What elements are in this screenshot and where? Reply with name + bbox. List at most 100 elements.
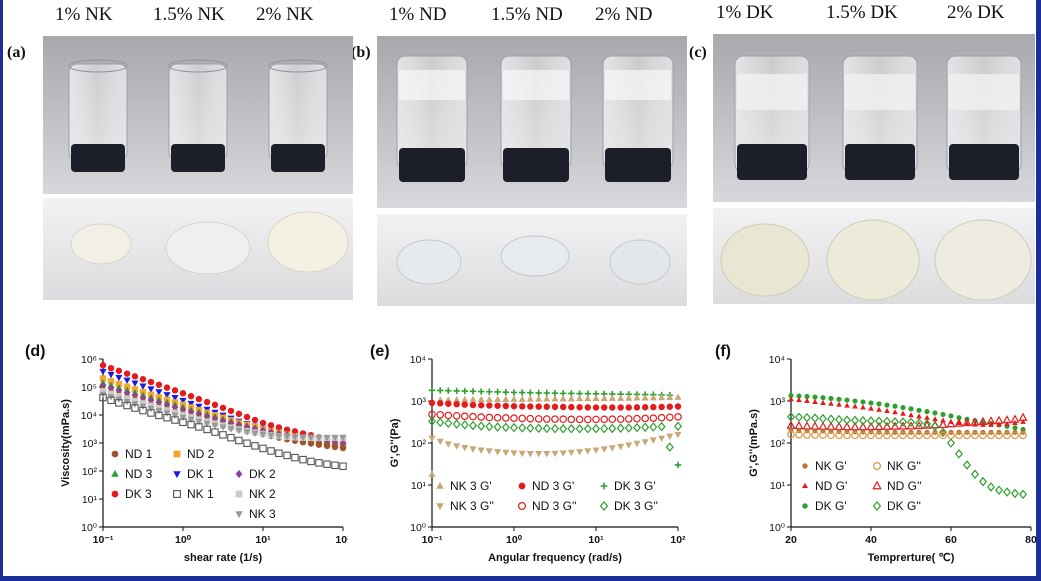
photo-panel-c [713,34,1035,304]
photo-panel-b [377,36,687,306]
legend-item: DK 3 G' [600,479,656,493]
data-point [323,435,331,442]
data-point [315,441,323,448]
data-point [299,434,307,442]
legend-label: NK 3 G'' [450,499,494,513]
data-point [526,423,535,433]
data-point [804,397,810,404]
data-point [123,377,131,385]
data-point [195,418,203,426]
data-point [243,422,251,431]
data-point [469,412,477,421]
panel-label-b: (b) [351,44,371,61]
data-point [617,404,624,411]
data-point [211,422,219,430]
data-point [171,394,179,402]
data-point [875,431,883,440]
legend-item: NK 3 [235,507,276,521]
data-point [543,451,551,458]
data-point [243,439,251,447]
data-point [908,406,914,412]
x-axis-label: Angular frequency (rad/s) [488,552,622,564]
data-point [461,395,469,403]
data-point [962,417,972,427]
data-point [452,419,461,429]
data-point [963,431,971,440]
y-axis-label: G',G''(mPa.s) [748,409,760,477]
data-point [907,417,915,428]
legend-marker [173,490,181,498]
data-point [884,402,890,408]
data-point [979,476,987,487]
data-point [99,393,107,402]
data-point [235,436,243,445]
column-label: 2% ND [595,4,653,25]
data-point [131,404,139,412]
y-tick-label: 10⁴ [81,410,97,422]
legend-label: DK G'' [887,499,921,513]
data-point [924,414,930,420]
data-point [882,421,892,430]
data-point [794,420,804,430]
data-point [568,403,575,411]
data-point [163,407,171,414]
data-point [995,431,1003,440]
data-point [519,403,526,410]
data-point [259,444,267,453]
data-point [559,394,567,402]
data-point [812,394,818,400]
data-point [916,413,922,419]
data-point [131,397,139,405]
data-point [820,399,826,405]
data-point [147,405,155,413]
data-point [155,381,163,388]
data-point [923,431,931,440]
data-point [559,403,567,411]
data-point [592,415,600,424]
data-point [163,384,171,391]
data-point [674,393,682,400]
data-point [267,447,275,455]
legend-item: ND 2 [173,447,215,461]
data-point [453,400,460,408]
data-point [323,460,331,468]
data-point [576,449,584,456]
column-label: 1.5% ND [491,4,563,25]
data-point [115,392,123,400]
legend-marker [599,500,609,512]
legend-item: DK 3 G'' [599,499,658,513]
data-point [179,397,187,405]
data-point [625,442,633,449]
column-label: 1.5% DK [826,2,898,23]
gel-sample-2 [826,219,920,301]
column-label: 1% ND [389,4,447,25]
data-point [835,414,843,425]
data-point [291,453,299,462]
legend-label: ND G'' [887,479,922,493]
data-point [576,394,584,402]
data-point [510,395,518,402]
data-point [477,395,485,403]
data-point [551,450,559,458]
data-point [452,411,461,420]
legend-label: DK 3 G' [614,479,656,493]
data-point [674,461,682,469]
data-point [795,430,803,439]
data-point [307,440,315,447]
data-point [649,437,657,444]
data-point [501,422,510,433]
data-point [559,415,567,424]
data-point [139,403,147,410]
gel-sample-3 [934,219,1032,301]
data-point [460,420,469,430]
data-point [437,387,444,394]
legend-marker [872,500,882,512]
data-point [844,397,850,403]
column-label: 2% DK [947,2,1005,23]
data-point [526,451,534,458]
data-point [139,383,147,390]
data-point [299,455,307,464]
data-point [899,417,907,427]
data-point [666,433,674,441]
